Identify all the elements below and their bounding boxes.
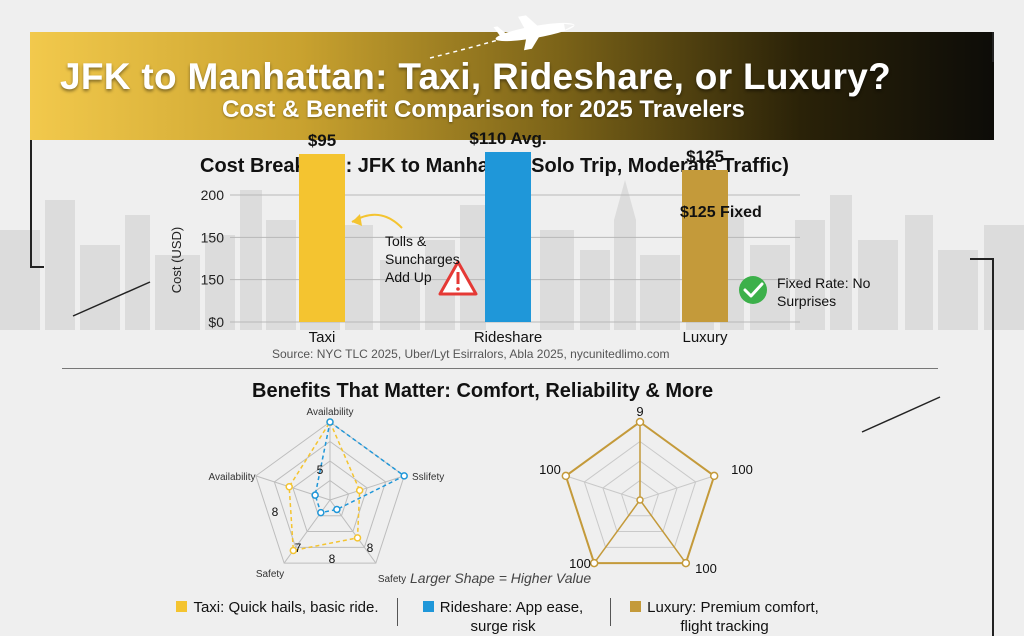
frame-line-right	[992, 258, 994, 636]
source-note: Source: NYC TLC 2025, Uber/Lyt Esirralor…	[272, 347, 670, 361]
radar-point	[561, 471, 571, 481]
y-tick-label: $0	[208, 314, 224, 330]
bar-taxi	[299, 154, 345, 322]
radar-caption: Larger Shape = Higher Value	[410, 570, 592, 586]
y-tick-label: 150	[201, 272, 225, 288]
radar-spoke	[639, 475, 715, 501]
radar-axis-label: 9	[636, 404, 643, 419]
radar-point	[289, 546, 298, 555]
benefits-title: Benefits That Matter: Comfort, Reliabili…	[252, 380, 714, 402]
bar-luxury	[682, 170, 728, 322]
radar-axis-label: 100	[539, 462, 561, 477]
radar-axis-label: 100	[569, 556, 591, 571]
radar-web-ring	[602, 460, 678, 533]
radar-point	[333, 505, 341, 514]
radar-value-label: 7	[295, 541, 302, 555]
radar-spoke	[565, 475, 641, 501]
radar-web-ring	[273, 440, 387, 548]
legend-rideshare: Rideshare: App ease, surge risk	[418, 598, 588, 636]
y-axis-label: Cost (USD)	[169, 227, 184, 293]
radar-point	[709, 471, 719, 481]
radar-point	[681, 558, 691, 568]
tolls-annotation: Tolls & Suncharges Add Up	[385, 233, 460, 285]
radar-point	[311, 491, 319, 499]
radar-point	[326, 418, 334, 426]
radar-point	[400, 472, 408, 480]
radar-web-ring	[255, 421, 405, 564]
radar-point	[589, 558, 599, 568]
y-tick-label: 200	[201, 187, 225, 203]
legend-taxi-label: Taxi: Quick hails, basic ride.	[193, 599, 379, 616]
radar-point	[317, 508, 325, 517]
legend-rideshare-label: Rideshare: App ease, surge risk	[439, 599, 584, 635]
radar-point	[353, 534, 362, 542]
radar-web-ring	[620, 479, 660, 517]
bar-rideshare	[485, 152, 531, 322]
header-banner	[30, 32, 994, 140]
radar-web-ring	[583, 440, 697, 548]
warning-icon	[438, 260, 478, 296]
radar-series-luxury	[564, 420, 716, 565]
page-subtitle: Cost & Benefit Comparison for 2025 Trave…	[222, 96, 745, 123]
luxury-swatch	[630, 601, 642, 612]
x-tick-label: Taxi	[309, 329, 336, 346]
radar-spoke	[329, 475, 405, 501]
radar-web-ring	[292, 460, 368, 533]
radar-value-label: 5	[317, 463, 324, 477]
radar-axis-label: Safety	[378, 574, 406, 585]
checkmark-icon	[739, 276, 767, 304]
radar-value-label: 8	[272, 505, 279, 519]
radar-point	[355, 486, 364, 495]
radar-value-label: 8	[329, 552, 336, 566]
radar-axis-label: Availability	[208, 472, 255, 483]
x-tick-label: Rideshare	[474, 329, 542, 346]
frame-line-left-foot	[30, 266, 44, 268]
radar-axis-label: Safety	[256, 569, 284, 580]
legend-separator	[610, 598, 611, 626]
radar-point	[285, 482, 293, 491]
radar-axis-label: 100	[695, 561, 717, 576]
fixed-rate-annotation: Fixed Rate: No Surprises	[777, 275, 871, 309]
section-divider	[62, 368, 938, 369]
y-tick-label: 150	[201, 229, 225, 245]
radar-center-point	[636, 496, 644, 504]
legend-separator	[397, 598, 398, 626]
radar-axis-label: 100	[731, 462, 753, 477]
airplane-icon	[493, 15, 575, 51]
bar-value-label: $95	[308, 131, 336, 150]
radar-series-taxi	[288, 420, 361, 552]
frame-line-right-top	[970, 258, 994, 260]
taxi-swatch	[176, 601, 188, 612]
radar-series-rideshare	[314, 420, 406, 514]
legend-luxury-label: Luxury: Premium comfort, flight tracking	[647, 599, 819, 635]
radar-inner-line	[593, 499, 641, 564]
x-tick-label: Luxury	[682, 329, 728, 346]
bar-value-label: $110 Avg.	[469, 129, 546, 148]
luxury-fixed-label: $125 Fixed	[680, 204, 762, 221]
rideshare-swatch	[422, 601, 434, 612]
bar-value-label: $125	[686, 147, 724, 166]
radar-axis-label: Sslifety	[412, 472, 444, 483]
legend-taxi: Taxi: Quick hails, basic ride.	[170, 598, 385, 617]
legend-luxury: Luxury: Premium comfort, flight tracking	[622, 598, 827, 636]
page-title: JFK to Manhattan: Taxi, Rideshare, or Lu…	[60, 56, 892, 97]
radar-axis-label: Availability	[306, 407, 353, 418]
frame-line-right-top2	[992, 32, 994, 62]
radar-point	[635, 417, 645, 427]
frame-line-left	[30, 140, 32, 268]
radar-value-label: 8	[367, 541, 374, 555]
